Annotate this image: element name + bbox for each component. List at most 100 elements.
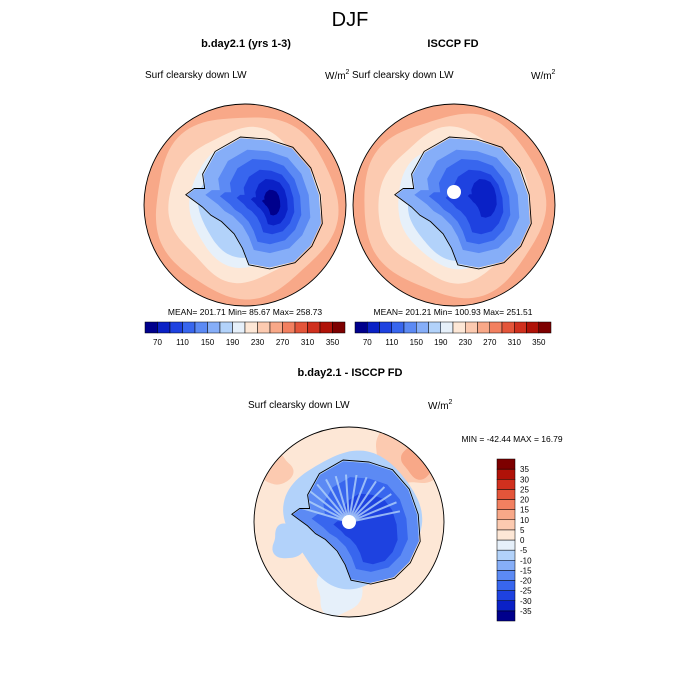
map-field — [353, 104, 555, 306]
colorbar-swatch — [219, 321, 233, 334]
panel-title: b.day2.1 (yrs 1-3) — [201, 38, 291, 50]
map-panel-3: b.day2.1 - ISCCP FD Surf clearsky down LW… — [248, 367, 563, 622]
colorbar-tick-label: 270 — [276, 338, 290, 347]
colorbar-tick-label: 230 — [459, 338, 473, 347]
map-field — [254, 427, 444, 617]
colorbar-swatch — [269, 321, 283, 334]
units-label: W/m2 — [325, 69, 350, 82]
colorbar-tick-label: -15 — [520, 566, 532, 575]
colorbar-tick-label: 35 — [520, 465, 529, 474]
map-border — [253, 426, 445, 618]
contour-band — [333, 493, 398, 565]
contour-streak — [308, 490, 350, 523]
colorbar-swatch — [144, 321, 158, 334]
colorbar-tick-label: 30 — [520, 475, 529, 484]
colorbar-tick-label: 190 — [226, 338, 240, 347]
colorbar-swatch — [332, 321, 346, 334]
polar-missing-data — [342, 515, 356, 529]
colorbar-tick-label: 150 — [201, 338, 215, 347]
coastline — [291, 459, 421, 585]
stats-text: MEAN= 201.71 Min= 85.67 Max= 258.73 — [168, 307, 323, 317]
field-label: Surf clearsky down LW — [248, 400, 350, 411]
colorbar-tick-label: 310 — [301, 338, 315, 347]
colorbar: 70 110 150 190 230 270 310 350 — [354, 321, 552, 347]
colorbar-swatch — [514, 321, 527, 334]
colorbar-swatch — [403, 321, 417, 334]
contour-streak — [348, 510, 401, 523]
colorbar-swatch — [496, 479, 516, 490]
contour-streak — [348, 480, 377, 523]
coastline — [394, 136, 532, 270]
map-panel-1: b.day2.1 (yrs 1-3) Surf clearsky down LW W… — [143, 38, 350, 347]
colorbar-tick-label: -10 — [520, 556, 532, 565]
colorbar-tick-label: -30 — [520, 597, 532, 606]
colorbar-swatch — [416, 321, 429, 334]
colorbar-swatch — [501, 321, 515, 334]
colorbar-swatch — [489, 321, 503, 334]
colorbar-swatch — [496, 600, 516, 612]
map-border — [352, 103, 556, 307]
colorbar-swatch — [257, 321, 271, 334]
colorbar-swatch — [294, 321, 308, 334]
colorbar-swatch — [354, 321, 368, 334]
season-title: DJF — [332, 9, 369, 31]
colorbar-tick-label: 10 — [520, 516, 529, 525]
contour-streak — [303, 497, 350, 523]
colorbar-swatch — [194, 321, 208, 334]
colorbar-swatch — [282, 321, 296, 334]
colorbar-swatch — [538, 321, 552, 334]
colorbar-swatch — [440, 321, 454, 334]
colorbar-swatch — [452, 321, 466, 334]
colorbar-swatch — [391, 321, 405, 334]
colorbar-swatch — [496, 570, 516, 581]
colorbar-swatch — [307, 321, 321, 334]
colorbar-swatch — [496, 509, 516, 521]
colorbar-tick-label: 150 — [410, 338, 424, 347]
colorbar-tick-label: 270 — [483, 338, 497, 347]
contour-streak — [348, 476, 368, 523]
panel-title: b.day2.1 - ISCCP FD — [298, 367, 403, 379]
contour-streak — [348, 493, 392, 523]
colorbar-swatch — [428, 321, 441, 334]
colorbar-swatch — [496, 580, 516, 591]
colorbar-tick-label: 110 — [385, 338, 398, 347]
contour-streak — [348, 486, 386, 523]
colorbar-swatch — [496, 549, 516, 561]
colorbar-swatch — [496, 590, 516, 602]
colorbar-swatch — [465, 321, 478, 334]
map-field — [144, 104, 346, 306]
colorbar-swatch — [496, 519, 516, 531]
colorbar-swatch — [496, 610, 516, 622]
coastline — [185, 136, 323, 270]
colorbar-swatch — [496, 489, 516, 500]
units-label: W/m2 — [531, 69, 556, 82]
colorbar-tick-label: -25 — [520, 587, 532, 596]
colorbar-tick-label: 350 — [532, 338, 546, 347]
colorbar-swatch — [319, 321, 333, 334]
contour-streak — [345, 474, 350, 523]
colorbar-tick-label: 350 — [326, 338, 340, 347]
contour-band — [262, 189, 281, 216]
colorbar-swatch — [232, 321, 246, 334]
colorbar-swatch — [496, 458, 516, 470]
colorbar-tick-label: 25 — [520, 485, 529, 494]
colorbar-swatch — [207, 321, 221, 334]
colorbar-swatch — [169, 321, 183, 334]
contour-streak — [348, 474, 358, 523]
colorbar-tick-label: 110 — [176, 338, 189, 347]
colorbar-tick-label: 190 — [434, 338, 448, 347]
stats-text: MEAN= 201.21 Min= 100.93 Max= 251.51 — [373, 307, 532, 317]
colorbar-tick-label: -5 — [520, 546, 528, 555]
field-label: Surf clearsky down LW — [145, 70, 247, 81]
colorbar-swatch — [526, 321, 539, 334]
colorbar-tick-label: 70 — [363, 338, 372, 347]
stats-text: MIN = -42.44 MAX = 16.79 — [461, 434, 562, 444]
panel-title: ISCCP FD — [427, 38, 478, 50]
colorbar-tick-label: -35 — [520, 607, 532, 616]
contour-band — [467, 179, 497, 218]
colorbar-swatch — [477, 321, 490, 334]
contour-streak — [299, 506, 350, 523]
colorbar-tick-label: 230 — [251, 338, 265, 347]
colorbar-tick-label: 5 — [520, 526, 525, 535]
colorbar-tick-label: 310 — [508, 338, 522, 347]
